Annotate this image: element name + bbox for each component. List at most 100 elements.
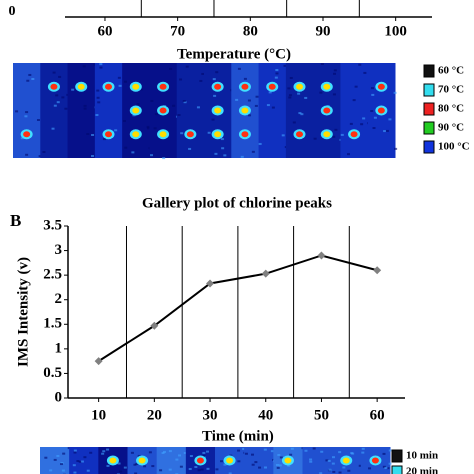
legend-label: 70 °C (438, 84, 464, 96)
gallery-noise (49, 469, 53, 472)
gallery-spot (377, 83, 385, 90)
gallery-noise (283, 64, 287, 67)
gallery-noise (266, 104, 270, 107)
gallery-noise (223, 154, 227, 157)
x-axis-label: Time (min) (202, 428, 274, 444)
gallery-spot (214, 131, 222, 138)
gallery-noise (388, 449, 392, 452)
gallery-noise (320, 450, 324, 453)
gallery-noise (146, 127, 150, 130)
gallery-caption: Gallery plot of chlorine peaks (142, 195, 332, 211)
gallery-noise (53, 104, 57, 107)
legend-label: 100 °C (438, 141, 470, 153)
gallery-spot (159, 83, 167, 90)
gallery-noise (95, 114, 99, 117)
gallery-spot (132, 83, 140, 90)
gallery-noise (53, 458, 57, 461)
gallery-noise (124, 80, 128, 83)
gallery-noise (178, 454, 182, 457)
gallery-cell (340, 63, 369, 158)
gallery-noise (297, 92, 301, 95)
gallery-noise (124, 146, 128, 149)
gallery-spot (159, 107, 167, 114)
legend-swatch (391, 465, 403, 474)
x-tick-label: 30 (203, 407, 218, 423)
x-tick-label: 60 (97, 23, 112, 39)
gallery-noise (358, 63, 362, 66)
gallery-noise (277, 453, 281, 456)
gallery-noise (183, 101, 187, 104)
gallery-spot (23, 131, 31, 138)
gallery-noise (346, 153, 350, 156)
gallery-noise (202, 454, 206, 457)
gallery-noise (131, 151, 135, 154)
gallery-noise (229, 454, 233, 457)
gallery-noise (197, 469, 201, 472)
gallery-noise (119, 470, 123, 473)
data-point (373, 266, 382, 275)
gallery-noise (62, 452, 66, 455)
gallery-spot (350, 131, 358, 138)
gallery-noise (83, 104, 87, 107)
gallery-noise (189, 455, 193, 458)
gallery-noise (168, 468, 172, 471)
gallery-noise (382, 452, 386, 455)
gallery-noise (177, 113, 181, 116)
gallery-spot (159, 131, 167, 138)
gallery-noise (385, 129, 389, 132)
gallery-noise (276, 466, 280, 469)
gallery-noise (212, 78, 216, 81)
gallery-noise (237, 449, 241, 452)
gallery-noise (161, 452, 165, 455)
gallery-noise (72, 464, 76, 467)
legend-swatch (423, 140, 435, 154)
data-point (317, 251, 326, 260)
gallery-noise (96, 89, 100, 92)
gallery-noise (338, 471, 342, 474)
x-tick-label: 20 (147, 407, 162, 423)
gallery-noise (26, 79, 30, 82)
gallery-noise (304, 96, 308, 99)
gallery-noise (38, 155, 42, 158)
gallery-noise (123, 466, 127, 469)
gallery-noise (275, 463, 279, 466)
gallery-noise (347, 469, 351, 472)
gallery-noise (287, 464, 291, 467)
gallery-noise (237, 67, 241, 70)
gallery-noise (99, 66, 103, 69)
gallery-noise (244, 452, 248, 455)
gallery-noise (258, 466, 262, 469)
gallery-noise (154, 113, 158, 116)
gallery-noise (42, 150, 46, 153)
gallery-noise (312, 447, 316, 450)
gallery-noise (134, 472, 138, 474)
gallery-noise (200, 468, 204, 471)
y-tick-label: 1.5 (43, 316, 62, 332)
gallery-noise (135, 462, 139, 465)
gallery-noise (51, 127, 55, 130)
gallery-noise (139, 88, 143, 91)
gallery-noise (153, 127, 157, 130)
y-tick-label: 0 (9, 4, 16, 19)
gallery-noise (275, 72, 279, 75)
gallery-noise (290, 447, 294, 450)
gallery-noise (97, 101, 101, 104)
gallery-noise (86, 469, 90, 472)
gallery-noise (31, 78, 35, 81)
gallery-noise (368, 467, 372, 470)
gallery-noise (240, 155, 244, 158)
gallery-noise (371, 93, 375, 96)
gallery-noise (194, 466, 198, 469)
gallery-noise (73, 471, 77, 474)
gallery-noise (58, 75, 62, 78)
gallery-noise (207, 131, 211, 134)
gallery-noise (61, 96, 65, 99)
gallery-noise (148, 451, 152, 454)
gallery-noise (143, 465, 147, 468)
gallery-noise (220, 460, 224, 463)
gallery-spot (296, 131, 303, 138)
gallery-noise (185, 65, 189, 68)
gallery-noise (25, 111, 29, 114)
gallery-noise (242, 447, 246, 450)
gallery-spot (77, 83, 85, 90)
